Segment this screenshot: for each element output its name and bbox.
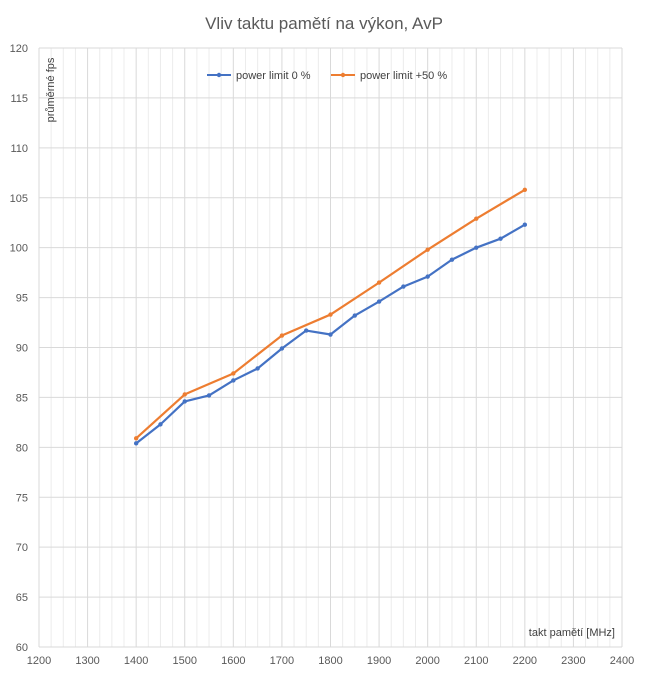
x-tick-label: 1700: [270, 655, 294, 667]
data-point: [449, 257, 455, 262]
legend-label: power limit +50 %: [360, 70, 447, 82]
x-axis-ticks: 1200 1300 1400 1500 1600 1700 1800 1900 2000 2100…: [27, 655, 634, 667]
data-point: [328, 332, 333, 337]
data-point: [425, 274, 430, 279]
y-tick-label: 115: [10, 93, 28, 105]
legend-swatch-marker: [216, 72, 222, 78]
x-tick-label: 2200: [513, 655, 537, 667]
data-point: [352, 313, 357, 318]
data-point: [279, 333, 285, 338]
y-tick-label: 100: [10, 243, 28, 255]
y-tick-label: 95: [16, 293, 28, 305]
data-point: [182, 392, 187, 397]
legend-swatch-marker: [340, 72, 346, 78]
data-point: [376, 280, 382, 285]
legend: power limit 0 % power limit +50 %: [207, 70, 447, 82]
x-tick-label: 1500: [173, 655, 197, 667]
x-tick-label: 2400: [610, 655, 634, 667]
data-point: [255, 366, 260, 371]
data-point: [401, 284, 406, 289]
data-point: [376, 299, 382, 304]
data-point: [182, 399, 187, 404]
y-axis-ticks: 60 65 70 75 80 85 90 95 100 105 110 115 120: [10, 43, 28, 654]
data-point: [498, 236, 503, 241]
data-point: [133, 441, 139, 446]
x-axis-title: takt pamětí [MHz]: [529, 627, 615, 639]
data-point: [474, 216, 479, 221]
legend-label: power limit 0 %: [236, 70, 311, 82]
x-tick-label: 2000: [415, 655, 439, 667]
x-tick-label: 1300: [75, 655, 99, 667]
data-point: [231, 371, 236, 376]
data-point: [158, 422, 163, 427]
data-point: [328, 312, 333, 317]
data-point: [474, 245, 479, 250]
y-tick-label: 85: [16, 392, 28, 404]
data-point: [231, 378, 236, 383]
x-tick-label: 1900: [367, 655, 391, 667]
y-tick-label: 90: [16, 343, 28, 355]
x-tick-label: 1600: [221, 655, 245, 667]
y-tick-label: 110: [10, 143, 28, 155]
x-tick-label: 1800: [318, 655, 342, 667]
data-point: [425, 247, 430, 252]
chart-title: Vliv taktu pamětí na výkon, AvP: [205, 14, 443, 33]
y-tick-label: 75: [16, 492, 28, 504]
y-tick-label: 65: [16, 592, 28, 604]
y-axis-title: průměrné fps: [45, 57, 57, 122]
x-tick-label: 1400: [124, 655, 148, 667]
data-point: [304, 328, 309, 333]
data-point: [133, 436, 139, 441]
y-tick-label: 80: [16, 442, 28, 454]
series: [133, 187, 528, 446]
y-tick-label: 60: [16, 642, 28, 654]
x-tick-label: 2300: [561, 655, 585, 667]
x-tick-label: 1200: [27, 655, 51, 667]
y-tick-label: 70: [16, 542, 28, 554]
grid: [38, 47, 623, 648]
y-tick-label: 105: [10, 193, 28, 205]
data-point: [522, 222, 528, 227]
x-tick-label: 2100: [464, 655, 488, 667]
data-point: [522, 187, 528, 192]
data-point: [206, 393, 212, 398]
y-tick-label: 120: [10, 43, 28, 55]
data-point: [279, 346, 285, 351]
